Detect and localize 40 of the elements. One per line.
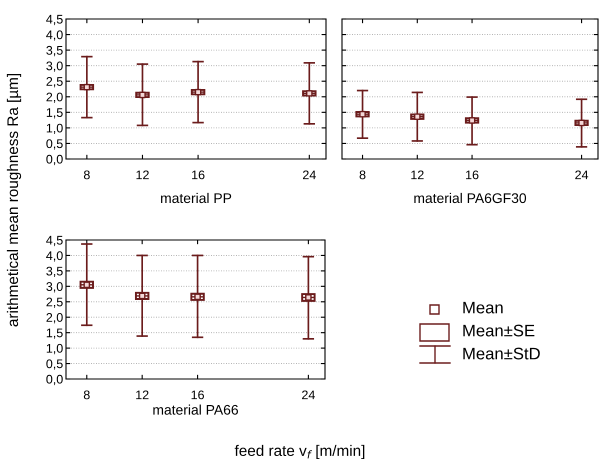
y-tick-label: 3,0 xyxy=(46,61,63,72)
x-tick-label: 24 xyxy=(575,170,588,180)
x-tick-label: 16 xyxy=(192,390,204,400)
y-tick-label: 0,5 xyxy=(46,139,63,150)
text: feed rate v$_{f}$ [m/min] xyxy=(234,444,364,460)
x-axis-title: material PA66 xyxy=(153,404,238,415)
text: Mean xyxy=(463,302,503,314)
y-tick-label: 4,0 xyxy=(46,30,63,41)
y-tick-label: 4,5 xyxy=(46,236,63,246)
y-tick-label: 2,0 xyxy=(46,92,63,103)
x-tick-label: 16 xyxy=(466,170,478,180)
y-tick-label: 4,0 xyxy=(46,251,63,262)
y-tick-label: 3,0 xyxy=(46,282,63,292)
text: Mean±StD xyxy=(463,348,540,360)
y-tick-label: 0,0 xyxy=(46,374,63,386)
x-tick-label: 8 xyxy=(360,170,366,180)
x-tick-label: 12 xyxy=(136,170,149,180)
y-tick-label: 1,5 xyxy=(46,108,63,118)
y-tick-label: 0,0 xyxy=(46,154,63,166)
y-tick-label: 0,5 xyxy=(46,359,63,370)
y-axis-title: arithmetical mean roughness Ra [µm] xyxy=(6,74,22,326)
x-tick-label: 8 xyxy=(84,390,90,400)
text: Mean±SE xyxy=(463,324,534,336)
x-tick-label: 24 xyxy=(302,170,316,180)
y-tick-label: 3,5 xyxy=(46,266,63,278)
y-tick-label: 4,5 xyxy=(46,14,63,26)
y-tick-label: 1,0 xyxy=(46,124,63,134)
x-tick-label: 16 xyxy=(192,170,204,180)
x-axis-title: material PA6GF30 xyxy=(414,192,526,204)
y-tick-label: 3,5 xyxy=(46,46,63,56)
y-tick-label: 1,0 xyxy=(46,344,63,354)
x-axis-title: material PP xyxy=(161,192,232,204)
y-tick-label: 2,5 xyxy=(46,77,63,88)
x-tick-label: 8 xyxy=(84,170,90,180)
x-tick-label: 12 xyxy=(411,170,424,180)
x-tick-label: 24 xyxy=(302,390,315,400)
y-tick-label: 2,0 xyxy=(46,313,63,324)
y-tick-label: 1,5 xyxy=(46,328,63,339)
y-tick-label: 2,5 xyxy=(46,298,63,308)
x-tick-label: 12 xyxy=(136,390,148,400)
